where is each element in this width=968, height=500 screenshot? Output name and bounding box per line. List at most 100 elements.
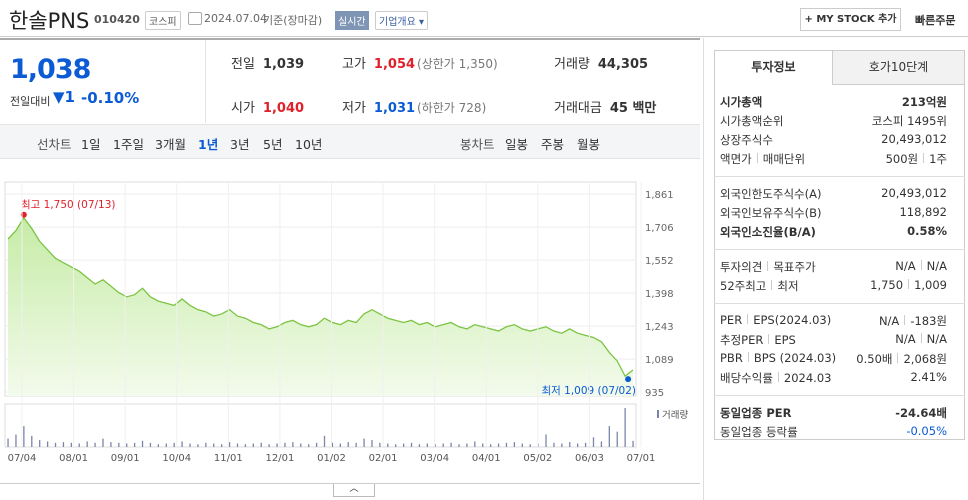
volume-bar <box>426 443 429 447</box>
value: 1주 <box>929 152 947 166</box>
volume-bar <box>157 444 160 447</box>
volume-bar <box>466 443 468 447</box>
separator <box>908 279 910 289</box>
volume-bar <box>244 444 247 447</box>
volume-bar <box>268 444 270 447</box>
value: 코스피 1495위 <box>871 114 947 128</box>
x-tick-label: 07/01 <box>627 453 656 464</box>
volume-bar <box>529 444 531 447</box>
quick-order[interactable]: 빠른주문 <box>915 14 956 27</box>
volume-bar <box>347 442 349 447</box>
stat-label: 저가 <box>342 101 366 116</box>
value: 0.50배 <box>856 352 893 366</box>
row-label: PBR <box>720 351 743 365</box>
company-info-button[interactable]: 기업개요 ▾ <box>375 11 429 30</box>
info-row: PBR BPS (2024.03) 0.50배 2,068원 <box>720 351 947 370</box>
value: 118,892 <box>899 205 947 219</box>
row-label: 시가총액순위 <box>720 114 784 128</box>
volume-bar <box>561 443 563 447</box>
volume-bar <box>608 426 610 447</box>
row-value: 20,493,012 <box>881 186 947 200</box>
line-chart-label: 선차트 <box>37 137 72 152</box>
period-option[interactable]: 1주일 <box>113 137 144 152</box>
section-divider <box>714 303 965 304</box>
period-option[interactable]: 5년 <box>263 137 283 152</box>
stat: 전일 1,039 <box>231 53 304 72</box>
candle-option[interactable]: 월봉 <box>577 137 601 152</box>
stat-value: 45 백만 <box>609 101 657 116</box>
stat-extra: (하한가 728) <box>417 101 487 115</box>
my-stock-button[interactable]: + MY STOCK 추가 <box>800 8 901 31</box>
candle-option[interactable]: 일봉 <box>505 137 529 152</box>
volume-bar <box>418 444 421 447</box>
tab[interactable]: 호가10단계 <box>832 50 965 85</box>
value: -24.64배 <box>895 406 947 420</box>
period-option[interactable]: 1년 <box>198 137 219 152</box>
row-label: 동일업종 등락률 <box>720 425 798 439</box>
row-label: 최저 <box>777 279 799 293</box>
y-tick-label: 1,861 <box>645 190 674 201</box>
collapse-button[interactable]: ︿ <box>333 484 375 497</box>
row-value: -24.64배 <box>895 405 947 421</box>
volume-bar <box>458 444 460 447</box>
tab[interactable]: 투자정보 <box>714 50 833 85</box>
row-value: N/A N/A <box>895 332 947 346</box>
stat-value: 1,054 <box>373 57 416 72</box>
volume-bar <box>23 426 25 447</box>
volume-bar <box>276 443 278 447</box>
volume-bar <box>54 442 57 447</box>
volume-bar <box>632 440 634 447</box>
stat: 저가 1,031 (하한가 728) <box>342 97 486 116</box>
calendar-icon <box>188 12 202 25</box>
volume-bar <box>577 443 579 447</box>
period-option[interactable]: 3개월 <box>155 137 186 152</box>
volume-bar <box>584 442 587 447</box>
change: ▼1 <box>53 88 75 106</box>
period-option[interactable]: 10년 <box>295 137 323 152</box>
volume-bar <box>569 442 571 447</box>
price-area <box>8 217 633 396</box>
volume-bar <box>371 440 373 447</box>
section-divider <box>714 176 965 177</box>
volume-bar <box>355 442 357 447</box>
realtime-badge[interactable]: 실시간 <box>335 11 369 30</box>
chart-bottom-rule <box>0 483 700 484</box>
volume-bar <box>521 443 523 447</box>
row-label: 동일업종 PER <box>720 406 792 420</box>
period-option[interactable]: 3년 <box>230 137 250 152</box>
stock-code: 010420 <box>94 13 140 26</box>
x-tick-label: 10/04 <box>162 453 191 464</box>
info-row: 52주최고 최저 1,750 1,009 <box>720 278 947 297</box>
stat-value: 1,040 <box>262 101 305 116</box>
x-tick-label: 11/01 <box>214 453 243 464</box>
change-value: 1 <box>64 88 75 106</box>
row-label: 상장주식수 <box>720 133 773 147</box>
price-chart: 935 1,089 1,243 1,398 1,552 1,706 1,861 최고 1,75… <box>4 181 688 464</box>
value: N/A <box>926 332 947 346</box>
stat-value: 1,039 <box>262 57 305 72</box>
header-divider <box>0 36 968 37</box>
row-label: 외국인보유주식수(B) <box>720 206 822 220</box>
volume-bar <box>173 442 175 447</box>
row-label: 외국인소진율(B/A) <box>720 225 816 239</box>
volume-bar <box>513 442 516 447</box>
stat-label: 전일 <box>231 57 255 72</box>
volume-frame <box>4 403 637 448</box>
candle-option[interactable]: 주봉 <box>541 137 565 152</box>
x-tick-label: 03/04 <box>420 453 449 464</box>
date: 2024.07.04 <box>204 12 267 25</box>
info-row: 외국인소진율(B/A) 0.58% <box>720 224 947 243</box>
separator <box>747 314 749 324</box>
value: 0.58% <box>907 224 947 238</box>
volume-bar <box>110 442 112 447</box>
info-row: 시가총액 213억원 <box>720 94 947 113</box>
x-tick-label: 08/01 <box>59 453 88 464</box>
value: 500원 <box>885 152 919 166</box>
volume-bar <box>434 444 436 447</box>
volume-bar <box>300 443 302 447</box>
y-tick-label: 1,089 <box>645 355 674 366</box>
low-marker <box>625 376 632 383</box>
separator <box>756 153 758 163</box>
info-row: 투자의견 목표주가 N/A N/A <box>720 259 947 278</box>
period-option[interactable]: 1일 <box>81 137 101 152</box>
